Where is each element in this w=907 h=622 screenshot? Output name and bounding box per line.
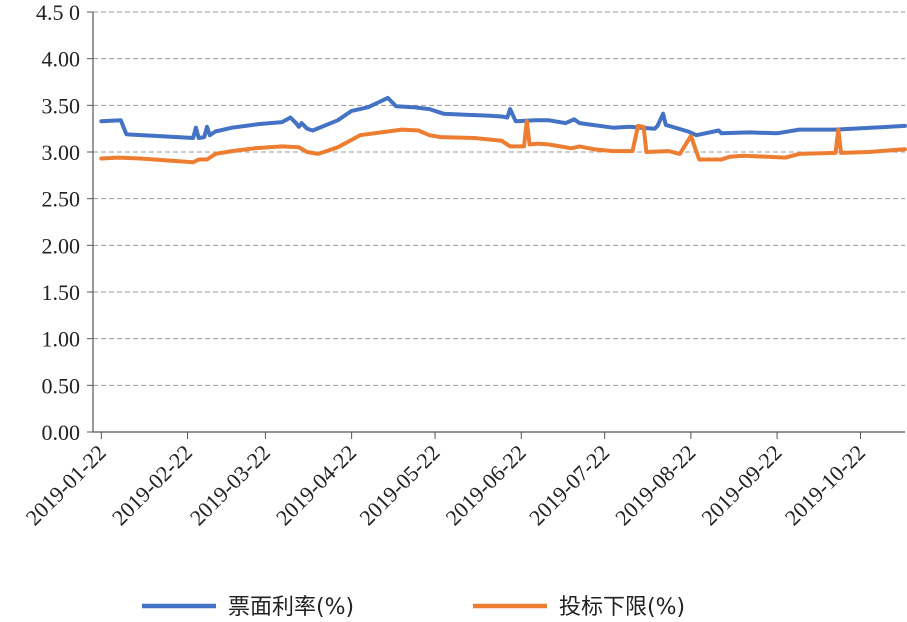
y-tick-label: 3.50 xyxy=(42,93,81,118)
x-tick-label: 2019-03-22 xyxy=(185,440,275,530)
x-tick-label: 2019-06-22 xyxy=(441,440,531,530)
y-tick-label: 1.50 xyxy=(42,280,81,305)
gridlines xyxy=(93,11,905,386)
y-tick-label: 2.50 xyxy=(42,187,81,212)
x-tick-label: 2019-07-22 xyxy=(524,440,614,530)
x-tick-label: 2019-05-22 xyxy=(354,440,444,530)
y-tick-label: 1.00 xyxy=(42,327,81,352)
y-tick-label: 0.00 xyxy=(42,420,81,445)
series-line-2 xyxy=(99,119,907,165)
legend: 票面利率(%) 投标下限(%) xyxy=(142,595,685,620)
x-tick-label: 2019-01-22 xyxy=(21,440,111,530)
axes: 0.00 0.50 1.00 1.50 2.00 2.50 3.00 3.50 4.00 4.5 … xyxy=(21,0,905,530)
x-tick-label: 2019-02-22 xyxy=(107,440,197,530)
x-tick-label: 2019-09-22 xyxy=(696,440,786,530)
y-tick-label: 0.50 xyxy=(42,373,81,398)
y-tick-label: 3.00 xyxy=(42,140,81,165)
legend-label-2: 投标下限(%) xyxy=(559,595,685,620)
x-tick-label: 2019-08-22 xyxy=(610,440,700,530)
x-tick-label: 2019-10-22 xyxy=(780,440,870,530)
series-lines xyxy=(99,95,907,165)
series-line-1 xyxy=(99,95,907,140)
y-tick-label: 2.00 xyxy=(42,233,81,258)
y-tick-label: 4.5 0 xyxy=(36,0,80,25)
y-tick-label: 4.00 xyxy=(42,47,81,72)
legend-label-1: 票面利率(%) xyxy=(228,595,354,620)
x-tick-label: 2019-04-22 xyxy=(271,440,361,530)
